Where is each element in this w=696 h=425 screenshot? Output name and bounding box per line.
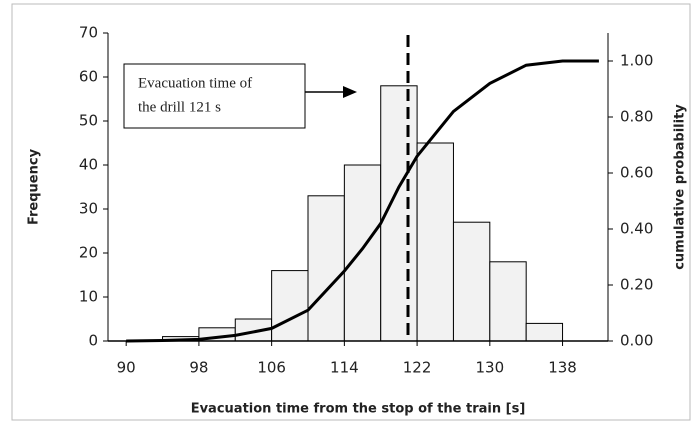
y-tick-label: 40: [79, 156, 98, 174]
y-tick-label: 50: [79, 112, 98, 130]
annotation-text: Evacuation time of: [138, 75, 252, 91]
bar: [525, 322, 564, 342]
frame: [11, 3, 691, 421]
x-tick-label: 138: [548, 359, 577, 377]
x-tick-label: 106: [257, 359, 286, 377]
x-tick-label: 114: [330, 359, 359, 377]
y2-tick-label: 0.80: [620, 108, 653, 126]
x-tick-label: 130: [475, 359, 504, 377]
x-tick-label: 122: [403, 359, 432, 377]
bar: [452, 221, 491, 342]
annotation-text: the drill 121 s: [138, 99, 221, 115]
y2-tick-label: 1.00: [620, 52, 653, 70]
y-tick-label: 10: [79, 288, 98, 306]
y-tick-label: 70: [79, 24, 98, 42]
x-tick-label: 98: [189, 359, 208, 377]
y-axis-label: Frequency: [27, 148, 42, 225]
bar: [271, 270, 309, 342]
bar: [343, 164, 382, 342]
cumulative-line: [126, 59, 599, 343]
x-axis-label: Evacuation time from the stop of the tra…: [191, 402, 526, 417]
x-tick-label: 90: [117, 359, 136, 377]
y-tick-label: 0: [88, 332, 98, 350]
bar: [489, 261, 527, 342]
y2-tick-label: 0.40: [620, 220, 653, 238]
annotation-box: [123, 63, 306, 129]
y2-axis-label: cumulative probability: [673, 104, 688, 270]
y2-tick-label: 0.60: [620, 164, 653, 182]
y2-tick-label: 0.00: [620, 332, 653, 350]
y-tick-label: 20: [79, 244, 98, 262]
y-tick-label: 60: [79, 68, 98, 86]
bar: [307, 195, 345, 342]
arrow-head: [343, 86, 357, 98]
y2-tick-label: 0.20: [620, 276, 653, 294]
y-tick-label: 30: [79, 200, 98, 218]
bar: [416, 142, 454, 342]
